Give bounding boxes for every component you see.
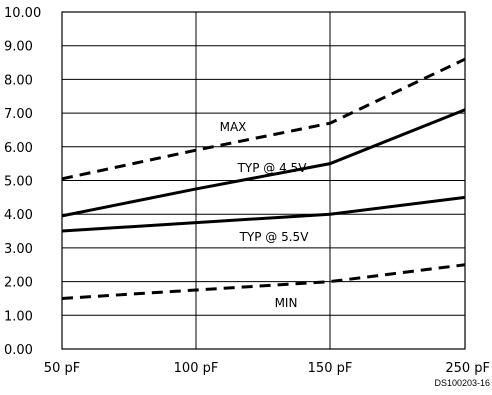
x-axis-tick-labels: 50 pF 100 pF 150 pF 250 pF: [44, 361, 490, 376]
series-label: MAX: [220, 120, 247, 134]
y-tick-label: 9.00: [4, 40, 33, 55]
chart-series: [61, 57, 466, 300]
y-tick-label: 5.00: [4, 175, 33, 190]
y-tick-label: 3.00: [4, 242, 33, 257]
series-line-max: [61, 57, 466, 181]
y-tick-label: 0.00: [4, 343, 33, 358]
series-label: TYP @ 5.5V: [239, 230, 310, 244]
figure-code: DS100203-16: [434, 378, 490, 388]
y-tick-label: 6.00: [4, 141, 33, 156]
plot-frame: [61, 11, 466, 350]
y-tick-label: 10.00: [4, 6, 41, 21]
x-tick-label: 250 pF: [445, 361, 490, 376]
y-axis-tick-labels: 0.00 1.00 2.00 3.00 4.00 5.00 6.00 7.00 8.00 9.00…: [4, 6, 41, 358]
x-tick-label: 50 pF: [44, 361, 80, 376]
y-tick-label: 7.00: [4, 107, 33, 122]
series-line-min: [61, 263, 466, 300]
series-label: TYP @ 4.5V: [237, 161, 308, 175]
series-labels: MAX TYP @ 4.5V TYP @ 5.5V MIN: [220, 120, 310, 310]
y-tick-label: 1.00: [4, 309, 33, 324]
y-tick-label: 4.00: [4, 208, 33, 223]
x-tick-label: 150 pF: [308, 361, 353, 376]
x-tick-label: 100 pF: [174, 361, 219, 376]
chart-grid: [61, 11, 466, 350]
y-tick-label: 2.00: [4, 276, 33, 291]
series-line-typ-4-5v: [61, 108, 466, 218]
series-label: MIN: [275, 296, 298, 310]
series-line-typ-5-5v: [61, 195, 466, 233]
y-tick-label: 8.00: [4, 73, 33, 88]
